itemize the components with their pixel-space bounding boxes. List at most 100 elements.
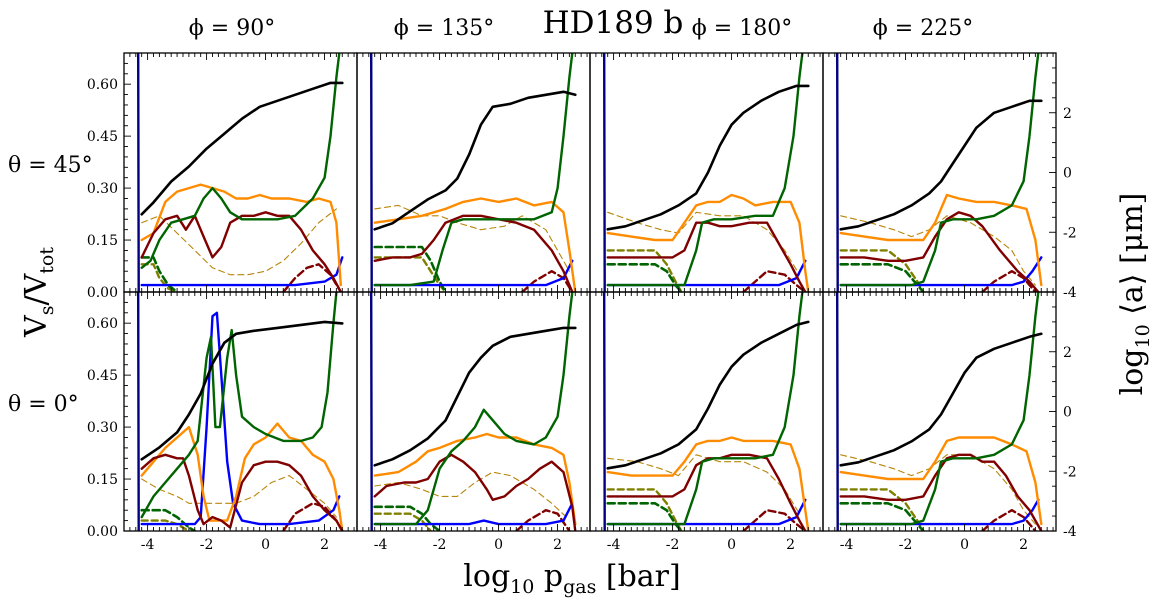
series-line-navy — [370, 292, 373, 531]
x-tick-label: -2 — [433, 537, 447, 553]
panel-r1-c3: -4 -2 0 2 -4 -2 0 2 — [822, 291, 1077, 553]
series-line-green_dashed — [606, 263, 683, 292]
y2-axis-label: log10 ⟨a⟩ [μm] — [1115, 193, 1154, 396]
series-line-black — [839, 99, 1043, 231]
series-line-green — [140, 292, 338, 519]
x-tick-label: -4 — [374, 537, 388, 553]
panel-series-group — [370, 292, 577, 531]
series-line-blue — [373, 502, 574, 526]
y-tick-label: 0.15 — [87, 233, 118, 249]
y-tick-label: 0.00 — [87, 285, 118, 301]
y-tick-label: 0.45 — [87, 368, 118, 384]
y2-tick-label: 2 — [1063, 106, 1072, 122]
series-line-green_dashed — [839, 263, 925, 292]
y2-axis-label-sub: 10 — [1132, 324, 1154, 348]
panel-series-group — [137, 53, 344, 292]
series-line-green_dashed — [373, 505, 441, 531]
series-line-darkred — [606, 453, 807, 531]
series-line-darkred — [140, 211, 342, 292]
panel-r0-c3: -4 -2 0 2 — [822, 52, 1077, 301]
y-axis-label-v: V — [19, 314, 54, 338]
series-line-orange — [373, 197, 577, 292]
series-line-green — [839, 292, 1040, 526]
y-axis-label-slash: /V — [19, 272, 54, 305]
series-line-olive_dashed — [373, 512, 432, 531]
y2-axis-label-rest: ⟨a⟩ [μm] — [1115, 193, 1150, 325]
panel-r1-c2: -4 -2 0 2 — [589, 291, 824, 553]
panel-r0-c1 — [356, 52, 591, 293]
series-line-navy — [836, 53, 839, 292]
x-tick-label: 0 — [960, 537, 969, 553]
x-tick-label: -4 — [607, 537, 621, 553]
panel-frame — [822, 52, 1057, 293]
series-line-darkred — [373, 453, 577, 531]
series-line-blue — [140, 256, 344, 287]
y-tick-label: 0.30 — [87, 420, 118, 436]
series-line-green_dashed — [839, 502, 925, 531]
y2-tick-label: 0 — [1063, 405, 1072, 421]
panel-series-group — [836, 292, 1043, 531]
series-line-green — [606, 292, 804, 526]
series-line-darkred_dashed — [981, 270, 1037, 292]
series-line-goldenrod_dashed — [840, 215, 1036, 286]
x-tick-label: -4 — [141, 537, 155, 553]
y2-tick-label: 0 — [1063, 166, 1072, 182]
series-line-goldenrod_dashed — [374, 471, 567, 518]
y2-tick-label: -4 — [1063, 524, 1077, 540]
series-line-navy — [370, 53, 373, 292]
x-axis-label-gas: gas — [563, 576, 596, 598]
panel-frame — [822, 291, 1057, 532]
y-tick-label: 0.60 — [87, 316, 118, 332]
panel-r1-c1: -4 -2 0 2 — [356, 291, 591, 553]
panel-series-group — [137, 292, 344, 531]
series-line-green_dashed — [140, 256, 179, 292]
x-tick-label: -2 — [200, 537, 214, 553]
series-line-darkred — [606, 221, 807, 292]
x-tick-label: 2 — [1019, 537, 1028, 553]
series-line-goldenrod_dashed — [374, 204, 570, 272]
series-line-navy — [603, 292, 606, 531]
y-axis-label-tot: tot — [36, 247, 58, 274]
panel-frame — [356, 291, 591, 532]
figure-title: HD189 b — [543, 5, 684, 41]
x-tick-label: 0 — [727, 537, 736, 553]
column-label-1: ϕ = 135° — [394, 16, 494, 41]
column-label-2: ϕ = 180° — [692, 16, 792, 41]
series-line-darkred — [373, 214, 574, 292]
series-line-orange — [839, 193, 1043, 287]
series-line-blue — [140, 311, 341, 526]
series-line-green — [606, 53, 804, 287]
series-line-darkred — [839, 453, 1043, 531]
series-line-darkred_dashed — [981, 509, 1037, 531]
x-axis-label-unit: [bar] — [596, 559, 680, 594]
series-line-green — [140, 53, 341, 269]
series-line-darkred_dashed — [742, 509, 807, 531]
series-line-black — [140, 81, 344, 216]
series-line-darkred — [839, 211, 1040, 292]
series-line-orange — [140, 422, 344, 531]
x-tick-label: 2 — [320, 537, 329, 553]
x-axis-label: log10 pgas [bar] — [463, 559, 680, 598]
y-tick-label: 0.00 — [87, 524, 118, 540]
panel-series-group — [603, 53, 810, 292]
y-axis-label-s: s — [36, 306, 58, 316]
series-line-navy — [836, 292, 839, 531]
series-line-green — [373, 53, 574, 287]
series-line-blue — [373, 259, 574, 287]
series-line-black — [373, 326, 577, 467]
x-tick-label: -2 — [666, 537, 680, 553]
y-tick-label: 0.45 — [87, 129, 118, 145]
x-axis-label-p: p — [534, 559, 563, 594]
series-line-navy — [137, 292, 140, 531]
panel-series-group — [836, 53, 1043, 292]
series-line-orange — [606, 436, 810, 531]
series-line-darkred_dashed — [742, 270, 807, 292]
series-line-navy — [137, 53, 140, 292]
x-tick-label: -4 — [840, 537, 854, 553]
panel-frame — [123, 52, 358, 293]
y-tick-label: 0.60 — [87, 77, 118, 93]
series-line-green_dashed — [140, 508, 197, 531]
x-axis-label-sub1: 10 — [510, 576, 534, 598]
panel-r0-c0: 0.00 0.15 0.30 0.45 0.60 — [87, 52, 358, 301]
